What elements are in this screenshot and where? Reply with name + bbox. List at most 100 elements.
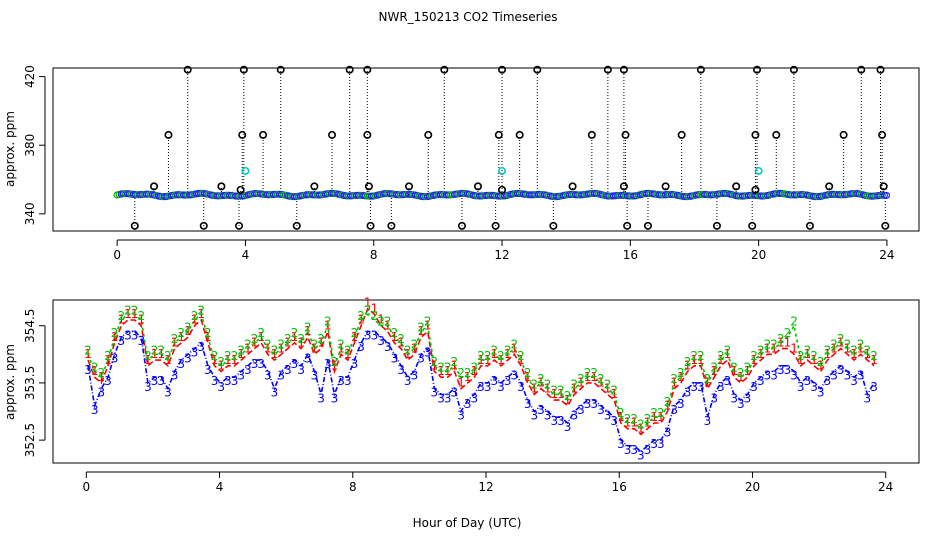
series-point-2: 2: [797, 349, 805, 363]
top-y-tick-label: 380: [23, 134, 37, 157]
series-point-3: 3: [124, 328, 132, 342]
series-point-2: 2: [351, 326, 359, 340]
series-point-2: 2: [171, 332, 179, 346]
series-point-3: 3: [697, 380, 705, 394]
series-point-1: 1: [790, 341, 798, 355]
series-point-1: 1: [570, 381, 578, 395]
series-point-1: 1: [251, 336, 259, 350]
series-point-2: 2: [217, 355, 225, 369]
series-point-3: 3: [364, 328, 372, 342]
top-x-tick-label: 20: [751, 248, 766, 262]
series-point-1: 1: [857, 341, 865, 355]
series-point-3: 3: [770, 368, 778, 382]
series-point-1: 1: [304, 324, 312, 338]
series-point-1: 1: [670, 376, 678, 390]
series-point-2: 2: [271, 343, 279, 357]
series-point-2: 2: [577, 372, 585, 386]
series-point-3: 3: [384, 340, 392, 354]
series-point-3: 3: [757, 374, 765, 388]
series-point-3: 3: [197, 340, 205, 354]
series-point-1: 1: [717, 353, 725, 367]
series-line-2: [87, 312, 875, 430]
series-point-3: 3: [391, 351, 399, 365]
series-point-3: 3: [457, 409, 465, 423]
top-flagged-point: [753, 65, 762, 74]
series-point-2: 2: [391, 326, 399, 340]
series-point-3: 3: [730, 391, 738, 405]
top-baseline-point: [882, 191, 891, 200]
series-point-1: 1: [804, 347, 812, 361]
top-flagged-point: [235, 221, 244, 230]
series-point-1: 1: [124, 307, 132, 321]
series-point-2: 2: [724, 343, 732, 357]
series-point-1: 1: [271, 347, 279, 361]
series-point-3: 3: [431, 386, 439, 400]
top-flagged-point: [199, 221, 208, 230]
top-x-tick-label: 24: [879, 248, 894, 262]
top-flagged-point: [825, 182, 834, 191]
top-flagged-point: [857, 65, 866, 74]
series-point-3: 3: [664, 426, 672, 440]
series-point-1: 1: [524, 370, 532, 384]
series-point-3: 3: [870, 380, 878, 394]
top-flagged-point: [498, 65, 507, 74]
series-point-3: 3: [570, 409, 578, 423]
series-point-1: 1: [764, 341, 772, 355]
series-point-2: 2: [124, 303, 132, 317]
series-point-2: 2: [710, 360, 718, 374]
top-flagged-point: [494, 130, 503, 139]
series-point-2: 2: [790, 315, 798, 329]
series-point-3: 3: [84, 363, 92, 377]
series-point-1: 1: [204, 330, 212, 344]
bottom-x-tick-label: 24: [878, 480, 893, 494]
series-point-2: 2: [677, 366, 685, 380]
series-point-3: 3: [864, 391, 872, 405]
series-point-2: 2: [144, 349, 152, 363]
series-point-3: 3: [97, 386, 105, 400]
series-point-3: 3: [304, 351, 312, 365]
series-point-2: 2: [684, 355, 692, 369]
series-point-1: 1: [344, 347, 352, 361]
series-point-3: 3: [857, 368, 865, 382]
series-point-1: 1: [417, 324, 425, 338]
series-point-3: 3: [684, 386, 692, 400]
series-point-1: 1: [550, 387, 558, 401]
series-point-2: 2: [411, 338, 419, 352]
top-flagged-point: [772, 130, 781, 139]
series-point-2: 2: [850, 343, 858, 357]
series-point-3: 3: [497, 380, 505, 394]
series-point-3: 3: [704, 414, 712, 428]
top-flagged-point: [238, 130, 247, 139]
series-point-2: 2: [804, 343, 812, 357]
top-flagged-point: [498, 185, 507, 194]
top-flagged-point: [878, 130, 887, 139]
series-point-1: 1: [624, 416, 632, 430]
series-point-1: 1: [637, 421, 645, 435]
series-point-2: 2: [404, 343, 412, 357]
series-point-2: 2: [237, 343, 245, 357]
series-point-2: 2: [497, 349, 505, 363]
bottom-x-tick-label: 12: [478, 480, 493, 494]
series-point-1: 1: [311, 341, 319, 355]
top-x-tick-label: 8: [370, 248, 378, 262]
series-point-2: 2: [84, 343, 92, 357]
series-point-2: 2: [504, 343, 512, 357]
series-point-1: 1: [157, 347, 165, 361]
series-point-2: 2: [291, 326, 299, 340]
series-point-3: 3: [337, 374, 345, 388]
series-point-2: 2: [564, 389, 572, 403]
series-point-1: 1: [337, 341, 345, 355]
series-point-2: 2: [431, 355, 439, 369]
series-point-1: 1: [84, 347, 92, 361]
series-point-2: 2: [151, 343, 159, 357]
series-point-3: 3: [630, 443, 638, 457]
series-point-1: 1: [377, 313, 385, 327]
series-point-1: 1: [384, 318, 392, 332]
series-point-3: 3: [211, 374, 219, 388]
series-point-2: 2: [331, 355, 339, 369]
series-point-3: 3: [764, 368, 772, 382]
top-panel: 0 4 8 12 16 20 24 340 380 420 approx. ppm: [3, 65, 920, 262]
series-point-1: 1: [444, 364, 452, 378]
series-point-1: 1: [610, 387, 618, 401]
top-y-tick-label: 420: [23, 65, 37, 88]
